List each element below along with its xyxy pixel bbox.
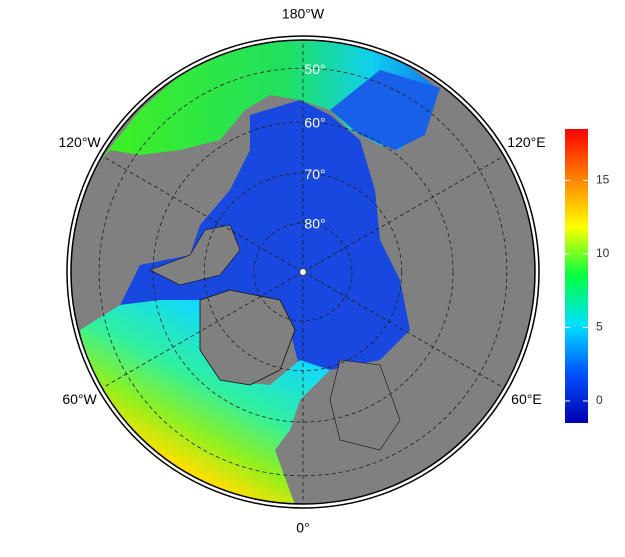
colorbar-tick-label: 10 [596, 246, 610, 260]
archipelago [149, 224, 241, 286]
atlantic-ocean [80, 300, 330, 504]
meridian [302, 155, 505, 273]
arctic-ocean [120, 100, 410, 390]
meridian [101, 271, 304, 389]
meridian [302, 271, 505, 389]
colorbar-tick-label: 0 [596, 393, 603, 407]
parallel-label: 70° [304, 166, 325, 182]
meridian-label: 180°W [282, 6, 325, 22]
greenland [199, 289, 296, 386]
meridian-label: 60°E [511, 391, 542, 407]
meridian-label: 0° [296, 520, 309, 536]
pole-marker [299, 268, 307, 276]
parallel [152, 121, 454, 423]
map-border [66, 35, 540, 509]
map-border [70, 39, 536, 505]
meridian-label: 120°E [507, 134, 545, 150]
colorbar: 0 5 10 15 [565, 129, 610, 423]
okhotsk-sea [330, 70, 440, 150]
colorbar-tick-label: 15 [596, 173, 610, 187]
scandinavia [329, 359, 401, 451]
parallel [253, 222, 353, 322]
meridian-label: 60°W [62, 391, 97, 407]
meridian-label: 120°W [58, 134, 101, 150]
colorbar-scale [565, 129, 588, 423]
meridian [101, 155, 304, 273]
colorbar-tick-label: 5 [596, 320, 603, 334]
parallel-label: 50° [304, 61, 325, 77]
map-body [71, 40, 535, 504]
parallel-label: 60° [304, 115, 325, 131]
parallel-label: 80° [304, 216, 325, 232]
labels: 50° 60° 70° 80° 180°W 120°W 120°E 60°W 60°E 0° [58, 6, 545, 536]
graticule [98, 40, 508, 504]
